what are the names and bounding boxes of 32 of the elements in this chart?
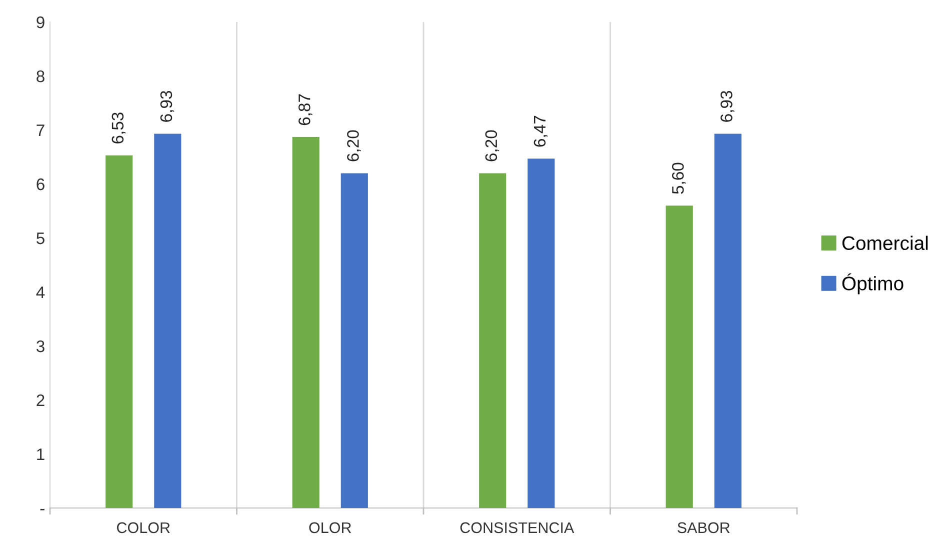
x-tick-label: SABOR <box>678 522 730 534</box>
data-label: 6,47 <box>534 116 548 147</box>
x-tick-label: CONSISTENCIA <box>460 522 574 534</box>
bar <box>106 155 133 508</box>
bar <box>154 134 182 508</box>
data-label: 6,20 <box>485 130 500 162</box>
data-label: 6,93 <box>160 90 174 122</box>
data-label: 6,53 <box>112 112 126 144</box>
y-tick-label: 9 <box>36 16 44 28</box>
y-tick-label: 7 <box>36 124 44 136</box>
y-tick-label: 8 <box>36 70 44 82</box>
bar <box>528 158 555 508</box>
data-label: 6,93 <box>720 90 734 122</box>
legend-label: Óptimo <box>842 273 904 294</box>
x-tick-label: OLOR <box>309 522 352 534</box>
x-tick-label: COLOR <box>116 522 170 534</box>
y-tick-label: 5 <box>36 232 44 244</box>
bar <box>666 206 693 508</box>
data-label: 6,87 <box>298 94 312 126</box>
y-tick-label: 6 <box>36 178 44 190</box>
y-tick-label: 1 <box>37 448 44 460</box>
y-tick-label: 3 <box>36 340 44 352</box>
y-tick-label: 4 <box>36 286 45 298</box>
bar <box>714 134 742 508</box>
y-tick-label: - <box>40 508 44 510</box>
data-label: 5,60 <box>672 162 686 194</box>
bar <box>340 173 368 508</box>
data-label: 6,20 <box>347 130 361 162</box>
legend-label: Comercial <box>842 236 928 250</box>
y-tick-label: 2 <box>36 394 44 406</box>
bar <box>292 137 320 508</box>
bar <box>479 173 506 508</box>
